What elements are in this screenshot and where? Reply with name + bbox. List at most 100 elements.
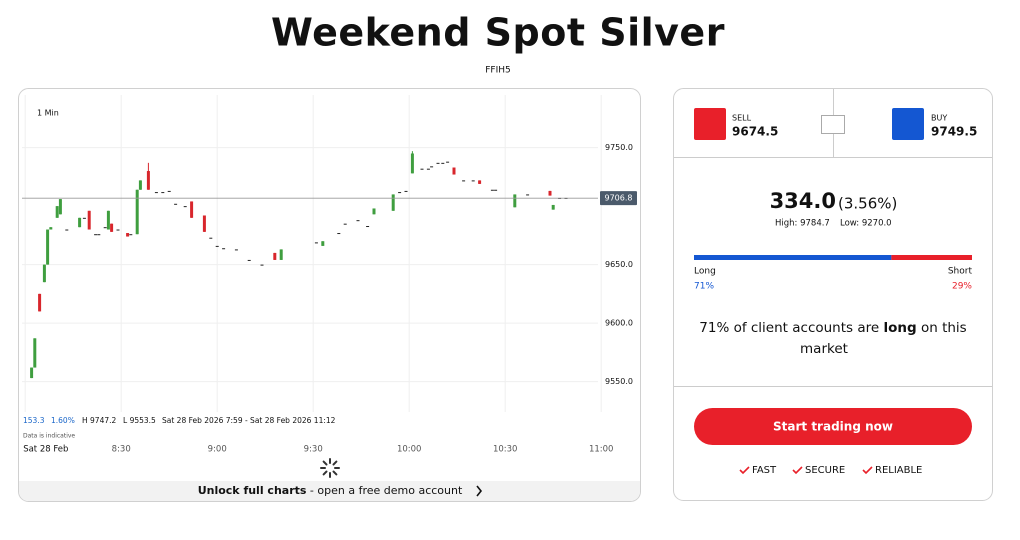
spread-box <box>821 115 845 134</box>
interval-label: 1 Min <box>37 109 59 118</box>
features: FAST SECURE RELIABLE <box>739 465 922 476</box>
candle-body <box>30 367 34 379</box>
y-tick-label: 9600.0 <box>605 319 633 328</box>
sentence-part: on this <box>917 320 967 336</box>
candle-body <box>478 180 482 184</box>
x-tick-label: 11:00 <box>589 445 614 455</box>
chart-footer-band <box>19 481 640 501</box>
candle-body <box>337 233 341 235</box>
y-tick-label: 9650.0 <box>605 260 633 269</box>
short-label: Short <box>948 267 973 277</box>
candle-body <box>209 237 213 239</box>
short-pct: 29% <box>952 282 972 292</box>
candle-body <box>494 189 498 191</box>
candle-body <box>490 189 494 191</box>
check-icon <box>862 466 873 475</box>
spinner <box>320 458 340 478</box>
candle-body <box>202 215 206 232</box>
candle-body <box>321 241 325 246</box>
change-value: 334.0 <box>770 189 836 213</box>
last-price-badge <box>600 191 637 206</box>
candle-body <box>129 234 133 236</box>
check-icon <box>792 466 803 475</box>
candle-body <box>430 166 434 168</box>
x-tick-label: 9:00 <box>208 445 227 455</box>
button-label[interactable]: Start trading now <box>773 420 893 434</box>
candle-body <box>116 229 120 231</box>
chart-card <box>18 88 641 502</box>
candle-body <box>167 190 171 192</box>
candle-body <box>106 210 110 230</box>
start-trading-button[interactable] <box>694 408 972 445</box>
x-tick-label: 10:30 <box>493 445 518 455</box>
candle-body <box>97 234 101 236</box>
candle-body <box>441 162 445 164</box>
sentiment-bar <box>694 255 972 260</box>
candle-body <box>391 194 395 211</box>
buy-label: BUY <box>931 114 947 123</box>
sentence-part: long <box>883 320 916 336</box>
candle-body <box>551 204 555 210</box>
candle-body <box>146 171 150 190</box>
candle-body <box>234 249 238 251</box>
sentence-part: 71% of client accounts are <box>699 320 883 336</box>
candle-body <box>462 180 466 182</box>
x-tick-label: 8:30 <box>112 445 131 455</box>
footer-rest[interactable]: - open a free demo account <box>306 484 463 497</box>
candle-body <box>513 194 517 208</box>
sentence-end: market <box>800 341 848 357</box>
candle-body <box>55 206 59 218</box>
candle-body <box>58 199 62 215</box>
candle-body <box>314 242 318 244</box>
plot: Sat 28 Feb 8:30 9:00 9:30 10:00 10:30 11:00 955… <box>22 95 637 455</box>
short-bar <box>891 255 972 260</box>
page-title: Weekend Spot Silver <box>271 11 725 55</box>
candle-body <box>42 264 46 283</box>
buy-price: 9749.5 <box>931 125 977 139</box>
change-pct: (3.56%) <box>838 195 897 213</box>
candle-body <box>94 234 98 236</box>
candle-body <box>126 233 130 237</box>
long-bar <box>694 255 892 260</box>
candle-body <box>398 192 402 194</box>
feature-label: SECURE <box>805 465 845 476</box>
candle-body <box>279 249 283 260</box>
panel-low: Low: 9270.0 <box>840 219 892 229</box>
footer-arrow[interactable] <box>476 485 483 497</box>
info-note: Data is indicative <box>23 433 75 440</box>
footer-strong[interactable]: Unlock full charts <box>198 484 307 497</box>
candle-body <box>273 252 277 260</box>
candle-body <box>78 217 82 228</box>
long-pct: 71% <box>694 282 714 292</box>
candle-body <box>110 223 114 232</box>
candle-body <box>38 293 42 312</box>
x-tick-label: Sat 28 Feb <box>23 445 68 455</box>
candle-body <box>446 161 450 163</box>
buy-button[interactable] <box>892 108 924 140</box>
sell-label: SELL <box>732 114 752 123</box>
candle-body <box>87 210 91 230</box>
candle-body <box>49 227 53 230</box>
sell-price: 9674.5 <box>732 125 778 139</box>
candle-body <box>154 192 158 194</box>
candle-body <box>65 229 69 231</box>
x-tick-label: 9:30 <box>304 445 323 455</box>
candle-body <box>426 168 430 170</box>
candle-body <box>548 190 552 196</box>
sell-button[interactable] <box>694 108 726 140</box>
info-range: Sat 28 Feb 2026 7:59 - Sat 28 Feb 2026 1… <box>162 416 336 425</box>
candle-body <box>247 259 251 261</box>
candle-body <box>82 217 86 219</box>
candle-body <box>222 248 226 250</box>
feature-label: FAST <box>752 465 777 476</box>
candle-body <box>183 206 187 208</box>
candle-body <box>452 167 456 175</box>
footer-text[interactable]: Unlock full charts - open a free demo ac… <box>198 484 463 497</box>
feature-label: RELIABLE <box>875 465 922 476</box>
candle-body <box>404 190 408 192</box>
candle-body <box>33 338 37 368</box>
trade-card <box>673 88 993 501</box>
long-label: Long <box>694 267 716 277</box>
